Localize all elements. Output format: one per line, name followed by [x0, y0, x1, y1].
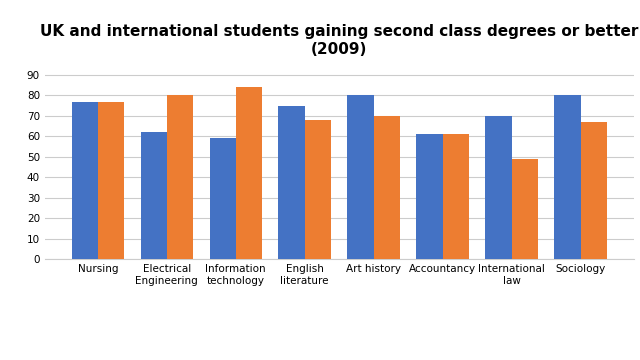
Bar — [348, 95, 374, 259]
Bar — [305, 120, 331, 259]
Bar — [374, 116, 400, 259]
Bar — [554, 95, 580, 259]
Bar — [511, 159, 538, 259]
Bar — [443, 134, 469, 259]
Bar — [278, 106, 305, 259]
Bar — [209, 139, 236, 259]
Bar — [580, 122, 607, 259]
Title: UK and international students gaining second class degrees or better
(2009): UK and international students gaining se… — [40, 24, 638, 57]
Bar — [485, 116, 511, 259]
Bar — [167, 95, 193, 259]
Bar — [417, 134, 443, 259]
Bar — [72, 102, 98, 259]
Bar — [236, 87, 262, 259]
Bar — [98, 102, 124, 259]
Bar — [141, 132, 167, 259]
